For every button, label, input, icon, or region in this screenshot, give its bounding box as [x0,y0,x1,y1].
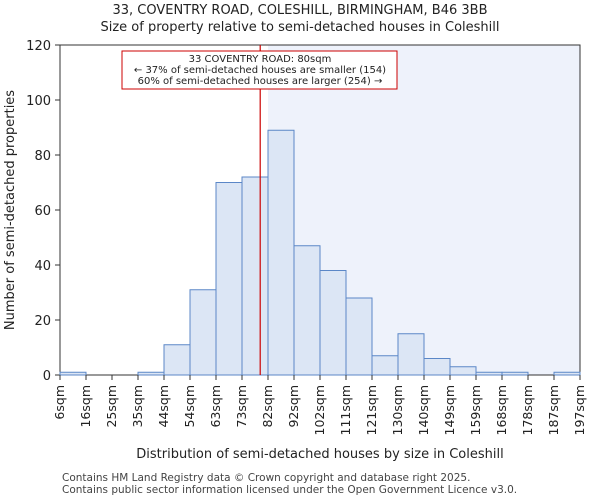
y-tick-label: 0 [43,369,51,384]
x-tick-label: 197sqm [572,385,587,435]
x-tick-label: 159sqm [468,385,483,435]
x-tick-label: 178sqm [520,385,535,435]
histogram-bar [345,297,373,376]
histogram-bar [215,182,243,376]
histogram-bar [371,355,399,376]
x-tick-label: 82sqm [260,385,275,428]
histogram-bar [423,358,451,376]
histogram-bar [293,245,321,376]
y-tick-label: 100 [26,94,51,109]
x-tick-label: 63sqm [208,385,223,428]
x-tick-label: 73sqm [234,385,249,428]
x-tick-label: 44sqm [156,385,171,428]
x-tick-label: 35sqm [130,385,145,428]
histogram-bar [163,344,191,376]
histogram-bar [189,289,217,376]
histogram-bar [59,371,87,376]
chart-title: 33, COVENTRY ROAD, COLESHILL, BIRMINGHAM… [112,3,488,18]
histogram-bar [553,371,581,376]
histogram-bar [475,371,503,376]
annotation-line-3: 60% of semi-detached houses are larger (… [138,76,383,87]
annotation-line-2: ← 37% of semi-detached houses are smalle… [134,65,386,76]
annotation-line-1: 33 COVENTRY ROAD: 80sqm [189,54,332,65]
histogram-bar [241,176,269,376]
x-tick-label: 149sqm [442,385,457,435]
x-tick-label: 130sqm [390,385,405,435]
y-tick-label: 120 [26,39,51,54]
footer-copyright: Contains HM Land Registry data © Crown c… [62,472,471,484]
y-tick-label: 80 [34,149,51,164]
x-tick-label: 121sqm [364,385,379,435]
y-tick-label: 20 [34,314,51,329]
x-tick-label: 6sqm [52,385,67,420]
histogram-bar [397,333,425,376]
histogram-bar [267,129,295,376]
histogram-bar [319,270,347,376]
x-tick-label: 168sqm [494,385,509,435]
x-tick-label: 92sqm [286,385,301,428]
x-tick-label: 25sqm [104,385,119,428]
x-tick-label: 16sqm [78,385,93,428]
x-axis-label: Distribution of semi-detached houses by … [136,447,503,462]
histogram-bar [137,371,165,376]
histogram-chart: 0 20 40 60 80 100 120 6sqm 16sqm 25sqm 35sqm 44sqm 5… [3,39,587,462]
chart-subtitle: Size of property relative to semi-detach… [100,20,500,35]
x-tick-label: 111sqm [338,385,353,435]
y-tick-label: 40 [34,259,51,274]
x-tick-label: 187sqm [546,385,561,435]
histogram-bar [449,366,477,376]
y-axis-label: Number of semi-detached properties [3,90,18,330]
annotation-box [121,50,398,90]
y-tick-label: 60 [34,204,51,219]
x-tick-label: 140sqm [416,385,431,435]
footer-licence: Contains public sector information licen… [62,484,518,496]
x-tick-label: 102sqm [312,385,327,435]
histogram-bar [501,371,529,376]
x-tick-label: 54sqm [182,385,197,428]
